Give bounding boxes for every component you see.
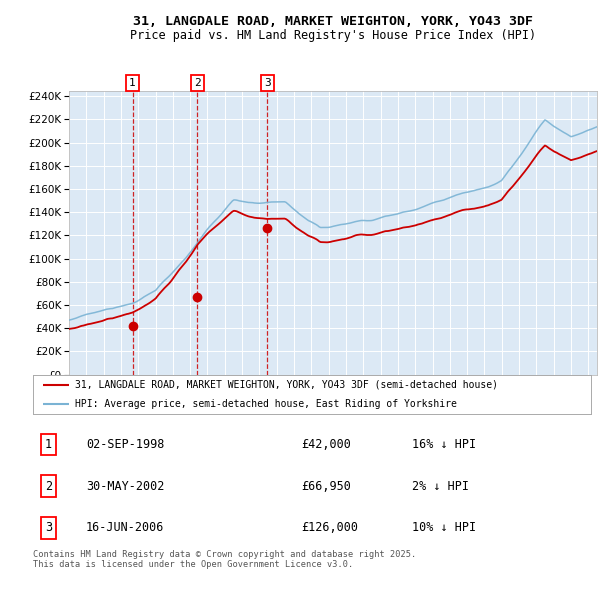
- Text: 3: 3: [264, 78, 271, 88]
- Text: 16% ↓ HPI: 16% ↓ HPI: [412, 438, 476, 451]
- Text: 2: 2: [45, 480, 52, 493]
- Text: 31, LANGDALE ROAD, MARKET WEIGHTON, YORK, YO43 3DF: 31, LANGDALE ROAD, MARKET WEIGHTON, YORK…: [133, 15, 533, 28]
- Text: 2: 2: [194, 78, 200, 88]
- Text: 3: 3: [45, 522, 52, 535]
- Text: £42,000: £42,000: [301, 438, 351, 451]
- Text: 30-MAY-2002: 30-MAY-2002: [86, 480, 164, 493]
- Text: 10% ↓ HPI: 10% ↓ HPI: [412, 522, 476, 535]
- Text: Price paid vs. HM Land Registry's House Price Index (HPI): Price paid vs. HM Land Registry's House …: [130, 30, 536, 42]
- Text: 31, LANGDALE ROAD, MARKET WEIGHTON, YORK, YO43 3DF (semi-detached house): 31, LANGDALE ROAD, MARKET WEIGHTON, YORK…: [75, 380, 498, 390]
- Text: £126,000: £126,000: [301, 522, 358, 535]
- Text: 16-JUN-2006: 16-JUN-2006: [86, 522, 164, 535]
- Text: Contains HM Land Registry data © Crown copyright and database right 2025.
This d: Contains HM Land Registry data © Crown c…: [33, 550, 416, 569]
- Text: 02-SEP-1998: 02-SEP-1998: [86, 438, 164, 451]
- Text: HPI: Average price, semi-detached house, East Riding of Yorkshire: HPI: Average price, semi-detached house,…: [75, 399, 457, 409]
- Text: 2% ↓ HPI: 2% ↓ HPI: [412, 480, 469, 493]
- Text: 1: 1: [129, 78, 136, 88]
- Text: £66,950: £66,950: [301, 480, 351, 493]
- Text: 1: 1: [45, 438, 52, 451]
